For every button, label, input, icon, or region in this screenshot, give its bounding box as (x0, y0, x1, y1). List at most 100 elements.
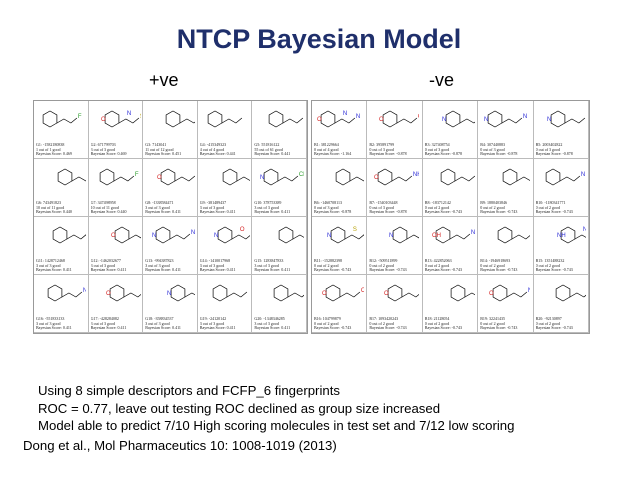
molecule-structure: NN (442, 110, 475, 128)
structure-id: G2: (90, 143, 97, 148)
molecule-structure: F (42, 110, 82, 128)
structure-caption: G14: -1410017968 3 out of 3 good Bayesian … (200, 259, 251, 273)
bullet-item: ROC = 0.77, leave out testing ROC declin… (38, 400, 441, 416)
atom-label: N (260, 175, 264, 181)
structure-caption: G9: -381489437 3 out of 3 good Bayesian Sc… (200, 201, 251, 215)
structure-id: G3: (145, 143, 152, 148)
molecule-structure: NO (489, 284, 530, 302)
structure-number: 307440883 (485, 143, 505, 148)
structure-caption: G19: -24120142 3 out of 3 good Bayesian Sc… (200, 317, 251, 331)
structure-id: G9: (199, 201, 206, 206)
atom-label: N (547, 117, 551, 123)
group-count: 0 out of 2 good (424, 320, 450, 326)
structure-id: G4: (199, 143, 206, 148)
structure-caption: B10: -1180341771 0 out of 2 good Bayesian … (536, 201, 587, 215)
bayesian-score: Bayesian Score: 0.411 (199, 209, 236, 215)
structure-caption: B2: 395891799 0 out of 3 good Bayesian Sco… (369, 143, 420, 157)
molecule-structure: NN (152, 226, 195, 244)
group-count: 11 out of 12 good (145, 146, 174, 152)
group-count: 3 out of 3 good (199, 204, 225, 210)
bayesian-score: Bayesian Score: -0.743 (369, 325, 407, 331)
structure-number: 743491823 (42, 201, 61, 206)
bayesian-score: Bayesian Score: -0.743 (369, 267, 407, 273)
structure-cell: G4: -415349323 4 out of 4 good Bayesian Sc… (197, 101, 253, 159)
atom-label: Cl (299, 172, 304, 178)
negative-structures-grid: N O N B1: 381229664 0 out of 4 good Bayesian … (311, 100, 590, 334)
structure-number: 1351488232 (543, 259, 565, 264)
atom-label: OH (432, 233, 441, 239)
bayesian-score: Bayesian Score: -0.743 (314, 267, 352, 273)
structure-number: -92130897 (543, 317, 562, 322)
atom-label: NH (471, 230, 475, 236)
structure-caption: G18: -358834537 3 out of 3 good Bayesian S… (145, 317, 196, 331)
group-count: 3 out of 3 good (254, 262, 279, 268)
molecule-structure: O (440, 168, 475, 186)
structure-cell: F G1: -1582180838 1 out of 1 good Bayesian … (34, 101, 89, 159)
structure-caption: B18: 21128054 0 out of 2 good Bayesian Sco… (425, 317, 476, 331)
group-count: 4 out of 4 good (199, 146, 225, 152)
structure-id: B12: (369, 259, 378, 264)
atom-label: N (356, 114, 360, 120)
bayesian-score: Bayesian Score: -0.878 (314, 209, 352, 215)
slide-title: NTCP Bayesian Model (176, 24, 462, 54)
molecule-structure (212, 284, 247, 302)
molecule-structure: NHO (384, 284, 420, 302)
atom-label: N (327, 233, 331, 239)
molecule-structure: NNO (214, 226, 250, 244)
structure-caption: B19: 32241435 0 out of 2 good Bayesian Sco… (480, 317, 531, 331)
structure-caption: G15: 1283847833 3 out of 3 good Bayesian S… (254, 259, 305, 273)
structure-number: 2003402822 (541, 143, 563, 148)
atom-label: O (489, 291, 494, 297)
structure-id: B3: (424, 143, 431, 148)
structure-id: B9: (480, 201, 486, 206)
molecule-structure: Cl N (260, 168, 304, 186)
molecule-structure: OH O (379, 110, 419, 128)
molecule-structure: NNHN (557, 226, 586, 244)
group-count: 0 out of 3 good (535, 146, 561, 152)
bayesian-score: Bayesian Score: 0.411 (145, 325, 181, 331)
molecule-structure: NN (547, 110, 586, 128)
group-count: 0 out of 2 good (424, 204, 450, 210)
structure-number: 1428712468 (43, 259, 65, 264)
structure-number: -551833133 (44, 317, 65, 322)
atom-label: NH (557, 233, 566, 239)
structure-id: G8: (145, 201, 152, 206)
group-count: 0 out of 2 good (369, 262, 394, 268)
positive-structures-grid: F G1: -1582180838 1 out of 1 good Bayesian … (33, 100, 308, 334)
positive-label: +ve (149, 70, 179, 90)
structure-id: G14: (199, 259, 208, 264)
molecule-structure: F (99, 168, 138, 186)
atom-label: N (582, 227, 585, 233)
atom-label: N (126, 111, 130, 117)
structure-number: 378753389 (262, 201, 282, 206)
structure-id: B10: (535, 201, 544, 206)
atom-label: N (389, 233, 393, 239)
group-count: 0 out of 2 good (480, 204, 505, 210)
structure-number: -1946918693 (487, 259, 511, 264)
structure-id: G13: (145, 259, 154, 264)
molecule-structure: OO (106, 284, 141, 302)
bayesian-score: Bayesian Score: 0.411 (199, 325, 236, 331)
structure-caption: G10: 378753389 3 out of 3 good Bayesian Sc… (254, 201, 305, 215)
molecule-structure: N O N (317, 110, 360, 128)
negative-label: -ve (429, 70, 455, 90)
structure-number: 347498958 (96, 201, 116, 206)
atom-label: OH (418, 114, 419, 120)
structure-caption: B13: 422852063 0 out of 2 good Bayesian Sc… (425, 259, 476, 273)
atom-label: N (343, 111, 347, 117)
bayesian-score: Bayesian Score: -0.878 (535, 151, 573, 157)
structure-id: G18: (145, 317, 154, 322)
atom-label: N (580, 172, 584, 178)
citation: Dong et al., Mol Pharmaceutics 10: 1008-… (23, 438, 337, 453)
structure-number: 551816122 (260, 143, 280, 148)
structure-caption: B4: 307440883 0 out of 3 good Bayesian Sco… (480, 143, 531, 157)
structure-number: -1462032677 (98, 259, 121, 264)
